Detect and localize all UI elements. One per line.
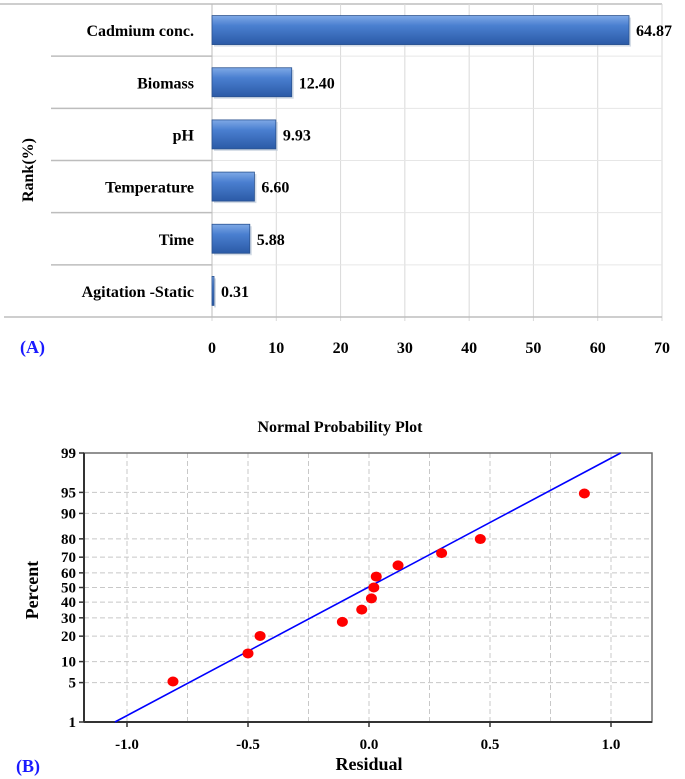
y-tick-label: 30 bbox=[61, 611, 76, 627]
y-tick-label: 1 bbox=[69, 715, 77, 731]
data-point bbox=[474, 534, 486, 545]
x-tick-label: 50 bbox=[525, 340, 541, 357]
y-axis-title: Rank(%) bbox=[20, 138, 37, 202]
x-tick-label: 0 bbox=[208, 340, 216, 357]
category-label: Time bbox=[159, 232, 194, 249]
x-tick-label: 20 bbox=[333, 340, 349, 357]
y-tick-label: 40 bbox=[61, 595, 76, 611]
data-point bbox=[370, 571, 382, 582]
chart-title: Normal Probability Plot bbox=[257, 419, 423, 436]
x-tick-label: 70 bbox=[654, 340, 670, 357]
value-label: 5.88 bbox=[257, 232, 285, 249]
category-label: Cadmium conc. bbox=[86, 23, 194, 40]
category-label: Biomass bbox=[137, 75, 194, 92]
data-point bbox=[336, 616, 348, 627]
y-tick-label: 80 bbox=[61, 532, 76, 548]
y-tick-label: 5 bbox=[69, 676, 77, 692]
category-label: pH bbox=[173, 127, 195, 144]
x-axis-title: Residual bbox=[335, 754, 402, 774]
value-label: 64.87 bbox=[636, 23, 672, 40]
data-point bbox=[356, 604, 368, 615]
y-tick-label: 60 bbox=[61, 566, 76, 582]
x-tick-label: 10 bbox=[268, 340, 284, 357]
value-label: 9.93 bbox=[283, 127, 311, 144]
x-tick-label: 40 bbox=[461, 340, 477, 357]
bar-ph: pH 9.93 bbox=[173, 119, 311, 151]
x-tick-label: -0.5 bbox=[236, 737, 260, 753]
x-tick-label: 60 bbox=[590, 340, 606, 357]
data-point bbox=[368, 582, 380, 593]
x-tick-label: -1.0 bbox=[115, 737, 139, 753]
bar-cadmium-conc: Cadmium conc. 64.87 bbox=[86, 15, 672, 47]
y-tick-label: 20 bbox=[61, 629, 76, 645]
value-label: 6.60 bbox=[261, 180, 289, 197]
y-tick-label: 90 bbox=[61, 506, 76, 522]
y-tick-label: 95 bbox=[61, 485, 76, 501]
bar-temperature: Temperature 6.60 bbox=[105, 171, 289, 204]
panel-label-a: (A) bbox=[20, 337, 45, 358]
data-point bbox=[365, 593, 377, 604]
category-label: Agitation -Static bbox=[82, 284, 194, 301]
data-point bbox=[392, 560, 404, 571]
y-tick-label: 50 bbox=[61, 581, 76, 597]
y-tick-label: 70 bbox=[61, 550, 76, 566]
bar-biomass: Biomass 12.40 bbox=[137, 67, 335, 99]
value-label: 0.31 bbox=[221, 284, 249, 301]
data-point bbox=[242, 648, 254, 659]
rank-bar-chart: Cadmium conc. 64.87 Biomass 12.40 pH 9.93 Temp… bbox=[0, 3, 672, 358]
panel-label-b: (B) bbox=[16, 756, 40, 777]
category-label: Temperature bbox=[105, 180, 194, 197]
x-tick-label: 0.0 bbox=[360, 737, 379, 753]
x-tick-label: 30 bbox=[397, 340, 413, 357]
y-axis-title: Percent bbox=[22, 561, 42, 620]
bar-agitation-static: Agitation -Static 0.31 bbox=[82, 276, 249, 308]
x-tick-label: 1.0 bbox=[602, 737, 621, 753]
data-point bbox=[436, 548, 448, 559]
y-tick-label: 99 bbox=[61, 446, 76, 462]
data-point bbox=[254, 630, 266, 641]
x-tick-label: 0.5 bbox=[481, 737, 500, 753]
bar-time: Time 5.88 bbox=[159, 223, 285, 256]
y-tick-label: 10 bbox=[61, 655, 76, 671]
fit-line bbox=[114, 452, 622, 723]
data-point bbox=[578, 488, 590, 499]
data-point bbox=[167, 676, 179, 687]
value-label: 12.40 bbox=[299, 75, 335, 92]
